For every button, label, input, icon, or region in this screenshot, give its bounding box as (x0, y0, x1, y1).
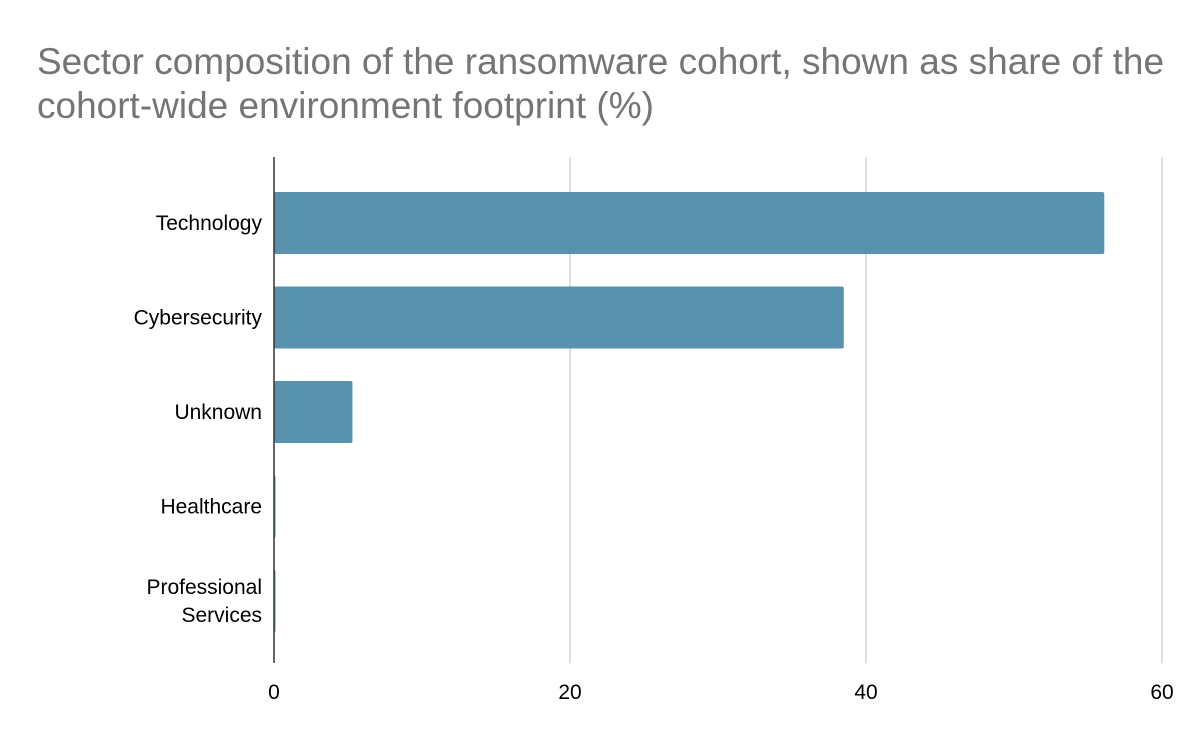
bars (274, 192, 1105, 632)
labels: 0 20 40 60 Technology Cybersecurity Unknown Hea… (134, 212, 1174, 704)
x-tick-label: 20 (558, 681, 581, 704)
x-tick-label: 0 (268, 681, 280, 704)
category-label: Unknown (174, 401, 262, 424)
category-label: Cybersecurity (134, 307, 263, 330)
bar (274, 286, 844, 349)
category-label: Professional (146, 576, 262, 599)
category-label: Healthcare (160, 496, 262, 519)
x-tick-label: 40 (854, 681, 877, 704)
category-label: Technology (156, 212, 263, 235)
chart-title: Sector composition of the ransomware coh… (37, 41, 1165, 126)
x-tick-label: 60 (1150, 681, 1173, 704)
bar (274, 381, 353, 443)
bar (274, 192, 1105, 254)
category-label: Services (181, 604, 262, 627)
